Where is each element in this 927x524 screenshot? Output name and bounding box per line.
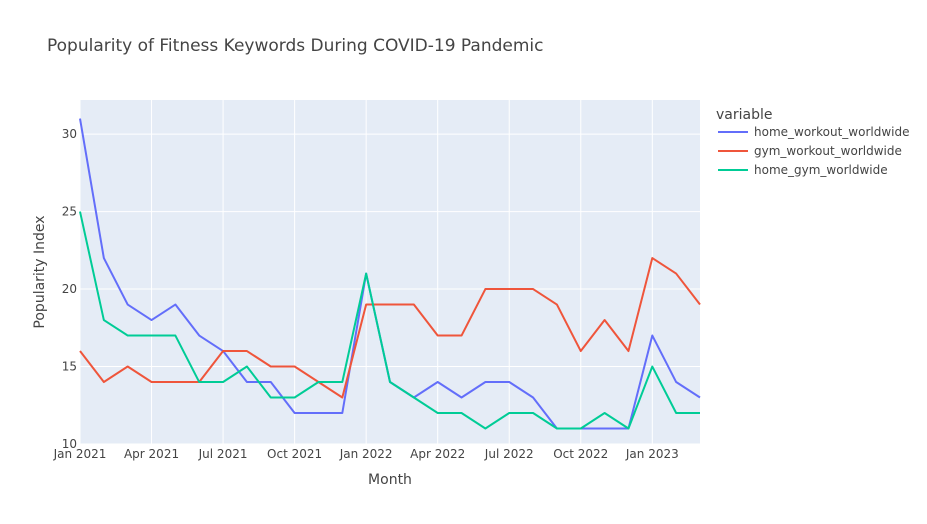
x-axis-title: Month: [368, 472, 412, 488]
series-line-gym-workout-worldwide: [79, 257, 701, 399]
y-tick-label: 20: [62, 282, 77, 296]
x-tick-label: Apr 2021: [124, 447, 179, 461]
x-tick-label: Apr 2022: [410, 447, 465, 461]
y-axis-title: Popularity Index: [32, 215, 48, 328]
y-tick-label: 25: [62, 205, 77, 219]
y-tick-label: 10: [62, 437, 77, 451]
x-tick-label: Jan 2022: [339, 447, 393, 461]
x-tick-label: Jan 2021: [53, 447, 107, 461]
y-tick-label: 15: [62, 360, 77, 374]
legend: variable home_workout_worldwide gym_worko…: [716, 107, 909, 177]
x-tick-label: Jul 2021: [198, 447, 248, 461]
x-axis-ticks: Jan 2021 Apr 2021 Jul 2021 Oct 2021 Jan 2022…: [53, 447, 679, 461]
y-axis-ticks: 10 15 20 25 30: [62, 127, 77, 451]
legend-title: variable: [716, 107, 772, 123]
chart-title: Popularity of Fitness Keywords During CO…: [47, 36, 544, 56]
x-tick-label: Jan 2023: [625, 447, 679, 461]
series-line-home-gym-worldwide: [79, 211, 700, 430]
legend-label: home_gym_worldwide: [754, 163, 888, 177]
legend-label: gym_workout_worldwide: [754, 144, 902, 158]
y-tick-label: 30: [62, 127, 77, 141]
plot-area: [80, 100, 700, 444]
x-tick-label: Oct 2022: [553, 447, 608, 461]
x-tick-label: Oct 2021: [267, 447, 322, 461]
legend-label: home_workout_worldwide: [754, 125, 909, 139]
x-tick-label: Jul 2022: [484, 447, 534, 461]
gridlines: [79, 100, 700, 445]
series-lines: [79, 118, 701, 430]
